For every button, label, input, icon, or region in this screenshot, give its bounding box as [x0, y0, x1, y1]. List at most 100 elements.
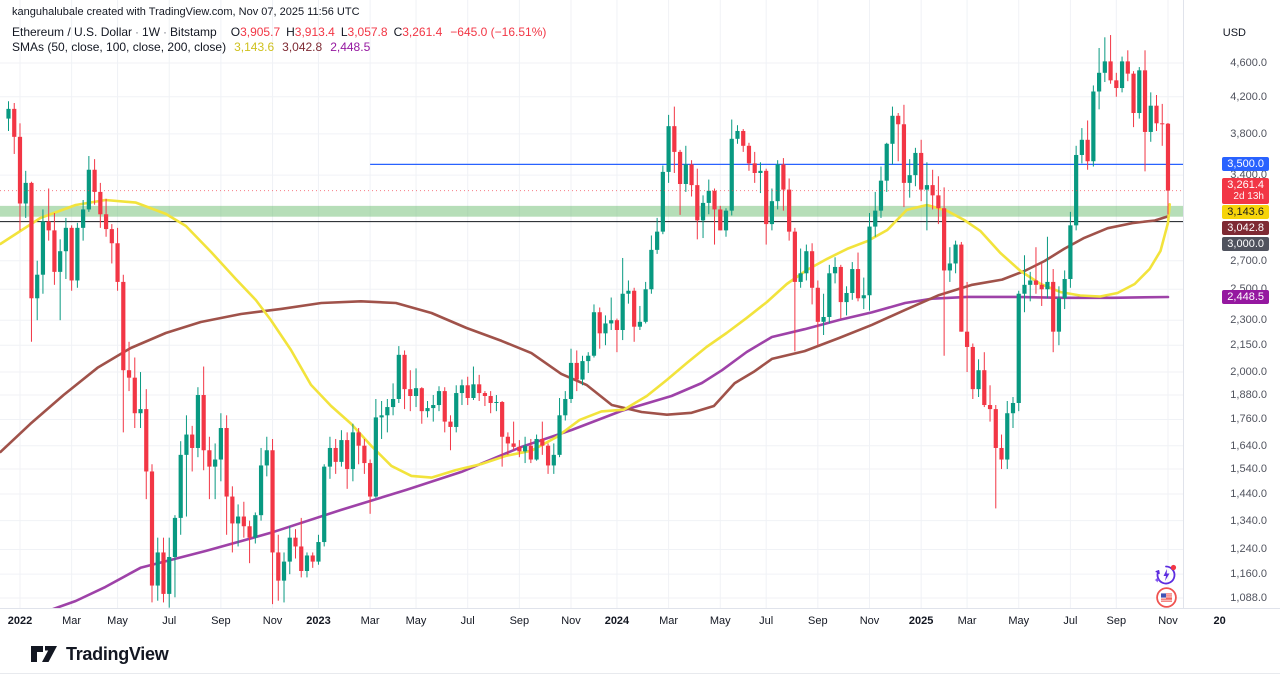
price-badge: 3,042.8 [1222, 221, 1269, 236]
candle-body [333, 447, 338, 462]
legend-separator: · [163, 25, 168, 39]
candle-body [304, 555, 310, 572]
candle-body [614, 320, 620, 331]
sma-indicator-label[interactable]: SMAs (50, close, 100, close, 200, close) [12, 40, 227, 54]
tradingview-brand[interactable]: TradingView [30, 641, 169, 667]
time-axis-label: Nov [859, 615, 880, 627]
candle-body [505, 436, 510, 444]
sma200-value: 2,448.5 [330, 40, 371, 54]
candle-body [121, 281, 126, 371]
candle-body [258, 465, 264, 516]
candle-body [109, 229, 114, 244]
high-value: 3,913.4 [294, 25, 335, 39]
candle-body [1131, 73, 1136, 114]
time-axis[interactable]: 2022 Mar May Jul Sep Nov 2023 Mar May Jul Sep Nov 20… [0, 608, 1280, 634]
time-axis-label: Sep [1106, 615, 1127, 627]
candle-body [982, 370, 987, 406]
candle-body [17, 136, 23, 204]
candle-body [345, 440, 350, 470]
candle-body [827, 273, 832, 317]
candle-body [901, 124, 907, 183]
candle-body [195, 395, 201, 448]
sma100-value: 3,042.8 [282, 40, 323, 54]
candle-body [815, 287, 820, 322]
candle-body [339, 440, 344, 462]
candle-body [236, 516, 241, 524]
candle-body [23, 182, 28, 204]
candle-body [913, 152, 918, 176]
candle-body [540, 438, 545, 446]
price-badge: 3,143.6 [1222, 205, 1269, 220]
candle-body [132, 377, 137, 414]
candle-body [1125, 61, 1130, 74]
time-axis-label: Jul [162, 615, 177, 627]
candle-body [861, 295, 866, 299]
candle-body [775, 164, 780, 202]
chart-legend: Ethereum / U.S. Dollar · 1W · Bitstamp O3,905… [12, 25, 546, 55]
candle-body [1142, 70, 1148, 132]
candle-body [385, 407, 390, 416]
time-axis-label: 2025 [908, 615, 934, 627]
candle-body [1022, 284, 1027, 294]
candle-body [844, 292, 849, 303]
candle-body [390, 398, 396, 408]
candle-body [362, 445, 367, 464]
sma-legend-row[interactable]: SMAs (50, close, 100, close, 200, close)… [12, 40, 546, 55]
candle-body [92, 169, 97, 192]
candle-body [161, 552, 166, 594]
economic-events-refresh-icon[interactable] [1154, 563, 1178, 587]
candle-body [322, 466, 327, 543]
candle-body [350, 432, 355, 470]
time-axis-label: Mar [62, 615, 82, 627]
candle-body [850, 269, 855, 293]
candle-body [488, 396, 493, 403]
candle-body [597, 312, 602, 334]
price-tick-label: 3,800.0 [1230, 127, 1267, 140]
symbol-title[interactable]: Ethereum / U.S. Dollar [12, 25, 133, 39]
candle-body [769, 201, 775, 225]
time-axis-label: 2023 [306, 615, 331, 627]
candle-body [52, 230, 57, 272]
time-axis-label: Jul [1063, 615, 1078, 627]
candle-body [890, 115, 895, 144]
footer-divider [0, 673, 1280, 674]
candle-body [637, 321, 642, 327]
candle-body [442, 391, 447, 422]
candle-body [1079, 139, 1084, 155]
candle-body [1056, 298, 1062, 332]
price-tick-label: 4,200.0 [1230, 90, 1267, 103]
candle-body [781, 164, 786, 190]
candle-body [224, 428, 229, 497]
price-tick-label: 1,160.0 [1230, 568, 1267, 581]
candle-body [970, 346, 975, 390]
footer: TradingView [0, 633, 1280, 678]
candle-body [356, 432, 361, 446]
legend-separator: · [135, 25, 140, 39]
candle-body [172, 517, 178, 557]
low-value: 3,057.8 [347, 25, 388, 39]
candle-body [184, 434, 189, 455]
candle-body [436, 391, 442, 406]
support-zone-band[interactable] [0, 205, 1183, 217]
candle-body [40, 221, 46, 275]
candle-body [431, 405, 436, 409]
interval-label[interactable]: 1W [142, 25, 161, 39]
candle-body [999, 447, 1004, 460]
candle-body [494, 401, 499, 403]
candle-body [448, 421, 453, 427]
candle-body [396, 354, 401, 399]
candle-body [620, 293, 625, 331]
candle-body [190, 434, 195, 448]
candle-body [574, 362, 579, 380]
symbol-legend-row[interactable]: Ethereum / U.S. Dollar · 1W · Bitstamp O3,905… [12, 25, 546, 40]
candle-body [752, 163, 757, 173]
candle-body [477, 384, 482, 394]
price-chart-canvas[interactable] [0, 0, 1183, 608]
candle-body [878, 180, 884, 211]
time-axis-label: May [107, 615, 128, 627]
us-economic-calendar-icon[interactable] [1156, 587, 1177, 608]
candle-body [729, 138, 734, 211]
price-axis[interactable]: USD 4,600.0 4,200.0 3,800.0 3,400.0 2,700.0 2… [1183, 0, 1280, 608]
candle-body [454, 393, 459, 427]
